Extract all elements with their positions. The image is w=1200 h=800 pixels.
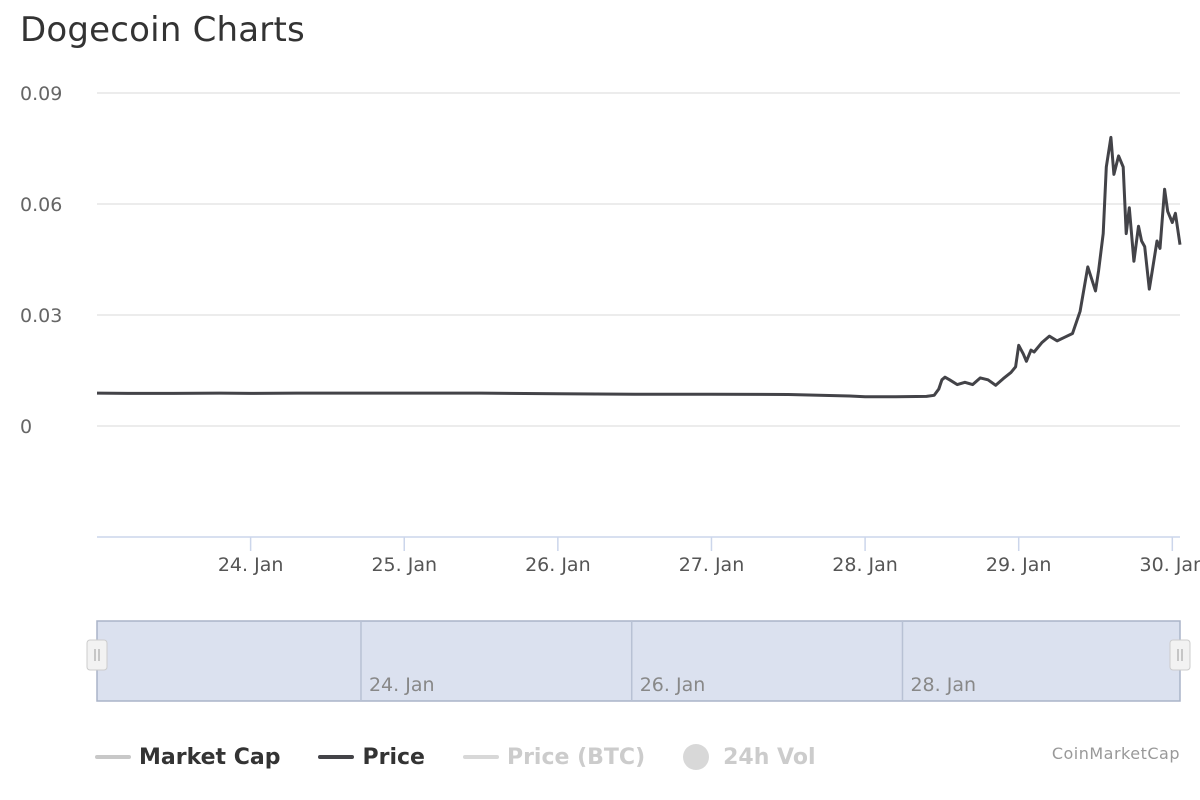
series-line-price[interactable] (96, 135, 1182, 399)
y-tick-label: 0.03 (20, 305, 62, 327)
navigator-selection (96, 620, 1181, 702)
y-tick-label: 0 (20, 416, 32, 438)
navigator-label: 28. Jan (910, 674, 976, 696)
x-tick-label: 24. Jan (218, 554, 284, 576)
y-tick-label: 0.09 (20, 83, 62, 105)
x-tick-label: 26. Jan (525, 554, 591, 576)
legend-label: Market Cap (139, 744, 281, 770)
legend: Market Cap Price Price (BTC) 24h Vol (95, 744, 854, 770)
legend-line-icon (95, 755, 131, 759)
handle-grip-icon (1169, 639, 1191, 671)
x-tick-label: 29. Jan (986, 554, 1052, 576)
credits-link[interactable]: CoinMarketCap (1051, 744, 1180, 763)
navigator[interactable]: 24. Jan 26. Jan 28. Jan (86, 620, 1191, 702)
y-tick-label: 0.06 (20, 194, 62, 216)
x-tick-label: 28. Jan (832, 554, 898, 576)
legend-item-24h-vol[interactable]: 24h Vol (683, 744, 816, 770)
navigator-label: 26. Jan (640, 674, 706, 696)
legend-line-icon (462, 755, 499, 759)
x-tick-label: 25. Jan (371, 554, 437, 576)
legend-dot-icon (683, 744, 710, 770)
navigator-right-handle[interactable] (1169, 639, 1191, 671)
legend-item-market-cap[interactable]: Market Cap (95, 745, 280, 770)
chart-title: Dogecoin Charts (20, 10, 305, 50)
legend-item-price[interactable]: Price (318, 744, 425, 770)
legend-label: Price (362, 744, 425, 770)
series-layer[interactable] (96, 135, 1182, 399)
handle-grip-icon (86, 639, 108, 671)
legend-item-price-btc[interactable]: Price (BTC) (462, 744, 646, 770)
price-chart-svg: 0.09 0.06 0.03 0 24. Jan 25. Jan 26. Jan 27. Ja… (20, 83, 1200, 702)
x-tick-label: 27. Jan (679, 554, 745, 576)
legend-label: Price (BTC) (506, 744, 646, 770)
x-tick-label: 30. Jan (1140, 554, 1200, 576)
navigator-label: 24. Jan (369, 674, 435, 696)
axis-layer: 0.09 0.06 0.03 0 24. Jan 25. Jan 26. Jan 27. Ja… (20, 83, 1200, 576)
legend-label: 24h Vol (723, 744, 816, 770)
grid-layer (97, 92, 1180, 427)
legend-line-icon (318, 755, 355, 759)
navigator-left-handle[interactable] (86, 639, 108, 671)
